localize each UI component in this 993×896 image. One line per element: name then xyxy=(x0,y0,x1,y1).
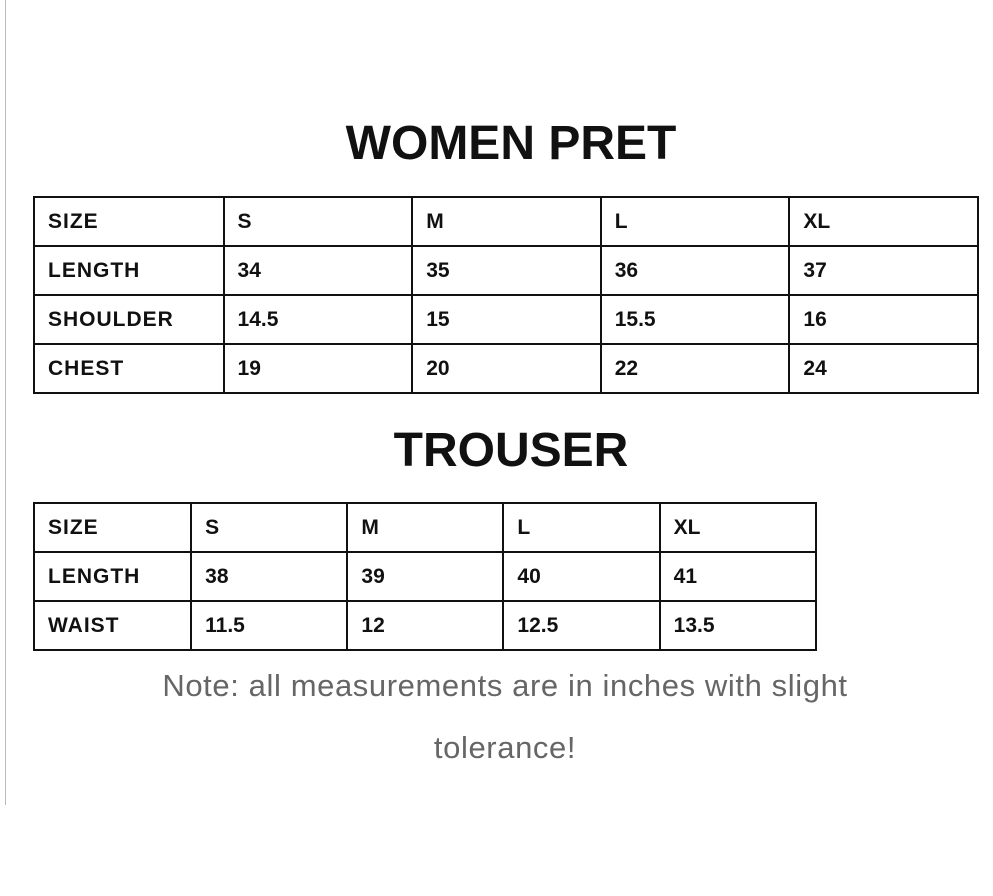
table-cell: 11.5 xyxy=(190,600,349,651)
note-line-1: Note: all measurements are in inches wit… xyxy=(162,668,848,703)
note-line-2: tolerance! xyxy=(433,730,577,765)
table-cell: 13.5 xyxy=(658,600,818,651)
row-label-cell: LENGTH xyxy=(33,245,225,296)
trouser-size-table: SIZE S M L XL LENGTH 38 39 40 41 WAIST 11.5 12 12.5 13… xyxy=(32,502,818,651)
table-cell: 39 xyxy=(346,551,505,602)
table-cell: XL xyxy=(788,196,979,247)
row-label-cell: WAIST xyxy=(32,600,193,651)
table-cell: XL xyxy=(658,502,818,553)
table-cell: S xyxy=(222,196,414,247)
table-cell: 22 xyxy=(599,343,791,394)
table-cell: L xyxy=(502,502,661,553)
table-cell: 20 xyxy=(411,343,602,394)
row-label-cell: SIZE xyxy=(32,502,193,553)
table-cell: 38 xyxy=(190,551,349,602)
table-cell: 14.5 xyxy=(222,294,414,345)
table-cell: M xyxy=(411,196,602,247)
header-row: SIZE S M L XL xyxy=(33,196,979,247)
table-cell: 12 xyxy=(346,600,505,651)
table-cell: S xyxy=(190,502,349,553)
table-cell: L xyxy=(599,196,791,247)
table-row: CHEST 19 20 22 24 xyxy=(33,343,979,394)
table-row: SHOULDER 14.5 15 15.5 16 xyxy=(33,294,979,345)
table-cell: 15.5 xyxy=(599,294,791,345)
table-cell: 24 xyxy=(788,343,979,394)
table-cell: 19 xyxy=(222,343,414,394)
table-row: LENGTH 34 35 36 37 xyxy=(33,245,979,296)
row-label-cell: SHOULDER xyxy=(33,294,225,345)
table-row: LENGTH 38 39 40 41 xyxy=(32,551,818,602)
table-cell: 15 xyxy=(411,294,602,345)
table-cell: 34 xyxy=(222,245,414,296)
women-pret-title: WOMEN PRET xyxy=(345,117,677,170)
table-cell: M xyxy=(346,502,505,553)
row-label-cell: SIZE xyxy=(33,196,225,247)
table-row: WAIST 11.5 12 12.5 13.5 xyxy=(32,600,818,651)
table-cell: 16 xyxy=(788,294,979,345)
women-pret-size-table: SIZE S M L XL LENGTH 34 35 36 37 SHOULDER 14.5 15 15.… xyxy=(33,196,979,394)
trouser-title: TROUSER xyxy=(393,424,629,477)
table-cell: 35 xyxy=(411,245,602,296)
table-cell: 37 xyxy=(788,245,979,296)
row-label-cell: CHEST xyxy=(33,343,225,394)
row-label-cell: LENGTH xyxy=(32,551,193,602)
table-cell: 36 xyxy=(599,245,791,296)
table-cell: 41 xyxy=(658,551,818,602)
left-edge-divider xyxy=(5,0,6,805)
table-cell: 12.5 xyxy=(502,600,661,651)
table-cell: 40 xyxy=(502,551,661,602)
header-row: SIZE S M L XL xyxy=(32,502,818,553)
